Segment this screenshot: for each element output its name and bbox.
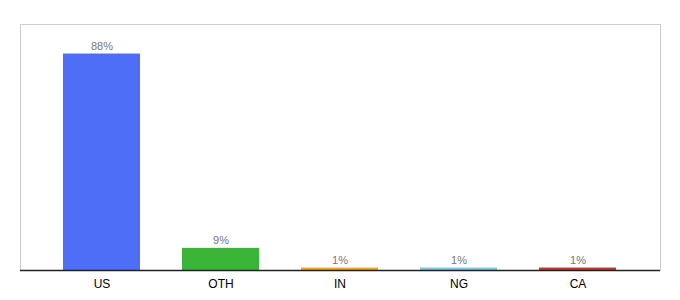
svg-text:1%: 1% bbox=[570, 254, 586, 266]
svg-text:1%: 1% bbox=[332, 254, 348, 266]
svg-text:US: US bbox=[94, 277, 111, 291]
svg-text:IN: IN bbox=[334, 277, 346, 291]
svg-text:1%: 1% bbox=[451, 254, 467, 266]
svg-text:CA: CA bbox=[570, 277, 587, 291]
svg-text:NG: NG bbox=[450, 277, 468, 291]
svg-text:OTH: OTH bbox=[208, 277, 233, 291]
svg-text:9%: 9% bbox=[213, 234, 229, 246]
svg-text:88%: 88% bbox=[91, 40, 113, 52]
